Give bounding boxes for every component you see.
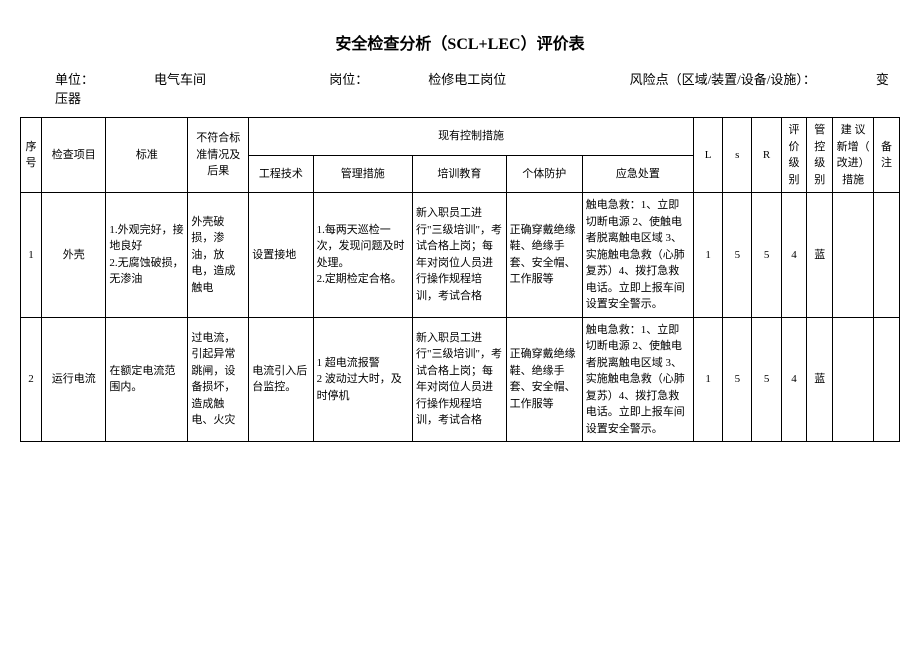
col-management: 管理措施 xyxy=(313,155,412,193)
table-row: 2运行电流在额定电流范围内。过电流，引起异常跳闸，设备损坏，造成触电、火灾电流引… xyxy=(21,317,900,442)
cell-eval_grade: 4 xyxy=(781,193,807,318)
cell-engineering: 电流引入后台监控。 xyxy=(249,317,313,442)
cell-item: 运行电流 xyxy=(42,317,106,442)
cell-R: 5 xyxy=(752,193,781,318)
col-recommend: 建 议新增（ 改进）措施 xyxy=(833,118,874,193)
header-info: 单位：电气车间 岗位：检修电工岗位 风险点（区域/装置/设备/设施）：变压器 xyxy=(20,69,900,107)
post-info: 岗位：检修电工岗位 xyxy=(329,72,566,87)
cell-emergency: 触电急救：1、立即切断电源 2、使触电者脱离触电区域 3、实施触电急救（心肺复苏… xyxy=(582,193,693,318)
col-L: L xyxy=(693,118,722,193)
cell-item: 外壳 xyxy=(42,193,106,318)
cell-nonconformity: 外壳破损，渗油，放电，造成触电 xyxy=(188,193,249,318)
col-s: s xyxy=(723,118,752,193)
cell-eval_grade: 4 xyxy=(781,317,807,442)
cell-management: 1.每两天巡检一次，发现问题及时处理。2.定期检定合格。 xyxy=(313,193,412,318)
evaluation-table: 序号 检查项目 标准 不符合标准情况及后果 现有控制措施 L s R 评价级别 … xyxy=(20,117,900,442)
col-measures-group: 现有控制措施 xyxy=(249,118,694,156)
cell-seq: 1 xyxy=(21,193,42,318)
col-eval-grade: 评价级别 xyxy=(781,118,807,193)
cell-engineering: 设置接地 xyxy=(249,193,313,318)
col-ctrl-grade: 管控级别 xyxy=(807,118,833,193)
col-emergency: 应急处置 xyxy=(582,155,693,193)
cell-note xyxy=(874,317,900,442)
col-R: R xyxy=(752,118,781,193)
cell-note xyxy=(874,193,900,318)
cell-ctrl_grade: 蓝 xyxy=(807,317,833,442)
unit-info: 单位：电气车间 xyxy=(55,72,266,87)
col-training: 培训教育 xyxy=(413,155,507,193)
cell-standard: 1.外观完好，接地良好2.无腐蚀破损，无渗油 xyxy=(106,193,188,318)
col-seq: 序号 xyxy=(21,118,42,193)
cell-ctrl_grade: 蓝 xyxy=(807,193,833,318)
cell-ppe: 正确穿戴绝缘鞋、绝缘手套、安全帽、工作服等 xyxy=(506,193,582,318)
col-note: 备注 xyxy=(874,118,900,193)
col-standard: 标准 xyxy=(106,118,188,193)
col-ppe: 个体防护 xyxy=(506,155,582,193)
cell-ppe: 正确穿戴绝缘鞋、绝缘手套、安全帽、工作服等 xyxy=(506,317,582,442)
cell-management: 1 超电流报警2 波动过大时，及时停机 xyxy=(313,317,412,442)
cell-s: 5 xyxy=(723,317,752,442)
page-title: 安全检查分析（SCL+LEC）评价表 xyxy=(20,30,900,54)
cell-R: 5 xyxy=(752,317,781,442)
cell-emergency: 触电急救：1、立即切断电源 2、使触电者脱离触电区域 3、实施触电急救（心肺复苏… xyxy=(582,317,693,442)
col-item: 检查项目 xyxy=(42,118,106,193)
cell-seq: 2 xyxy=(21,317,42,442)
cell-recommend xyxy=(833,193,874,318)
cell-training: 新入职员工进行"三级培训"，考试合格上岗；每年对岗位人员进行操作规程培训，考试合… xyxy=(413,317,507,442)
col-nonconformity: 不符合标准情况及后果 xyxy=(188,118,249,193)
cell-s: 5 xyxy=(723,193,752,318)
cell-L: 1 xyxy=(693,193,722,318)
cell-standard: 在额定电流范围内。 xyxy=(106,317,188,442)
col-engineering: 工程技术 xyxy=(249,155,313,193)
cell-L: 1 xyxy=(693,317,722,442)
cell-recommend xyxy=(833,317,874,442)
cell-training: 新入职员工进行"三级培训"，考试合格上岗；每年对岗位人员进行操作规程培训，考试合… xyxy=(413,193,507,318)
table-row: 1外壳1.外观完好，接地良好2.无腐蚀破损，无渗油外壳破损，渗油，放电，造成触电… xyxy=(21,193,900,318)
cell-nonconformity: 过电流，引起异常跳闸，设备损坏，造成触电、火灾 xyxy=(188,317,249,442)
